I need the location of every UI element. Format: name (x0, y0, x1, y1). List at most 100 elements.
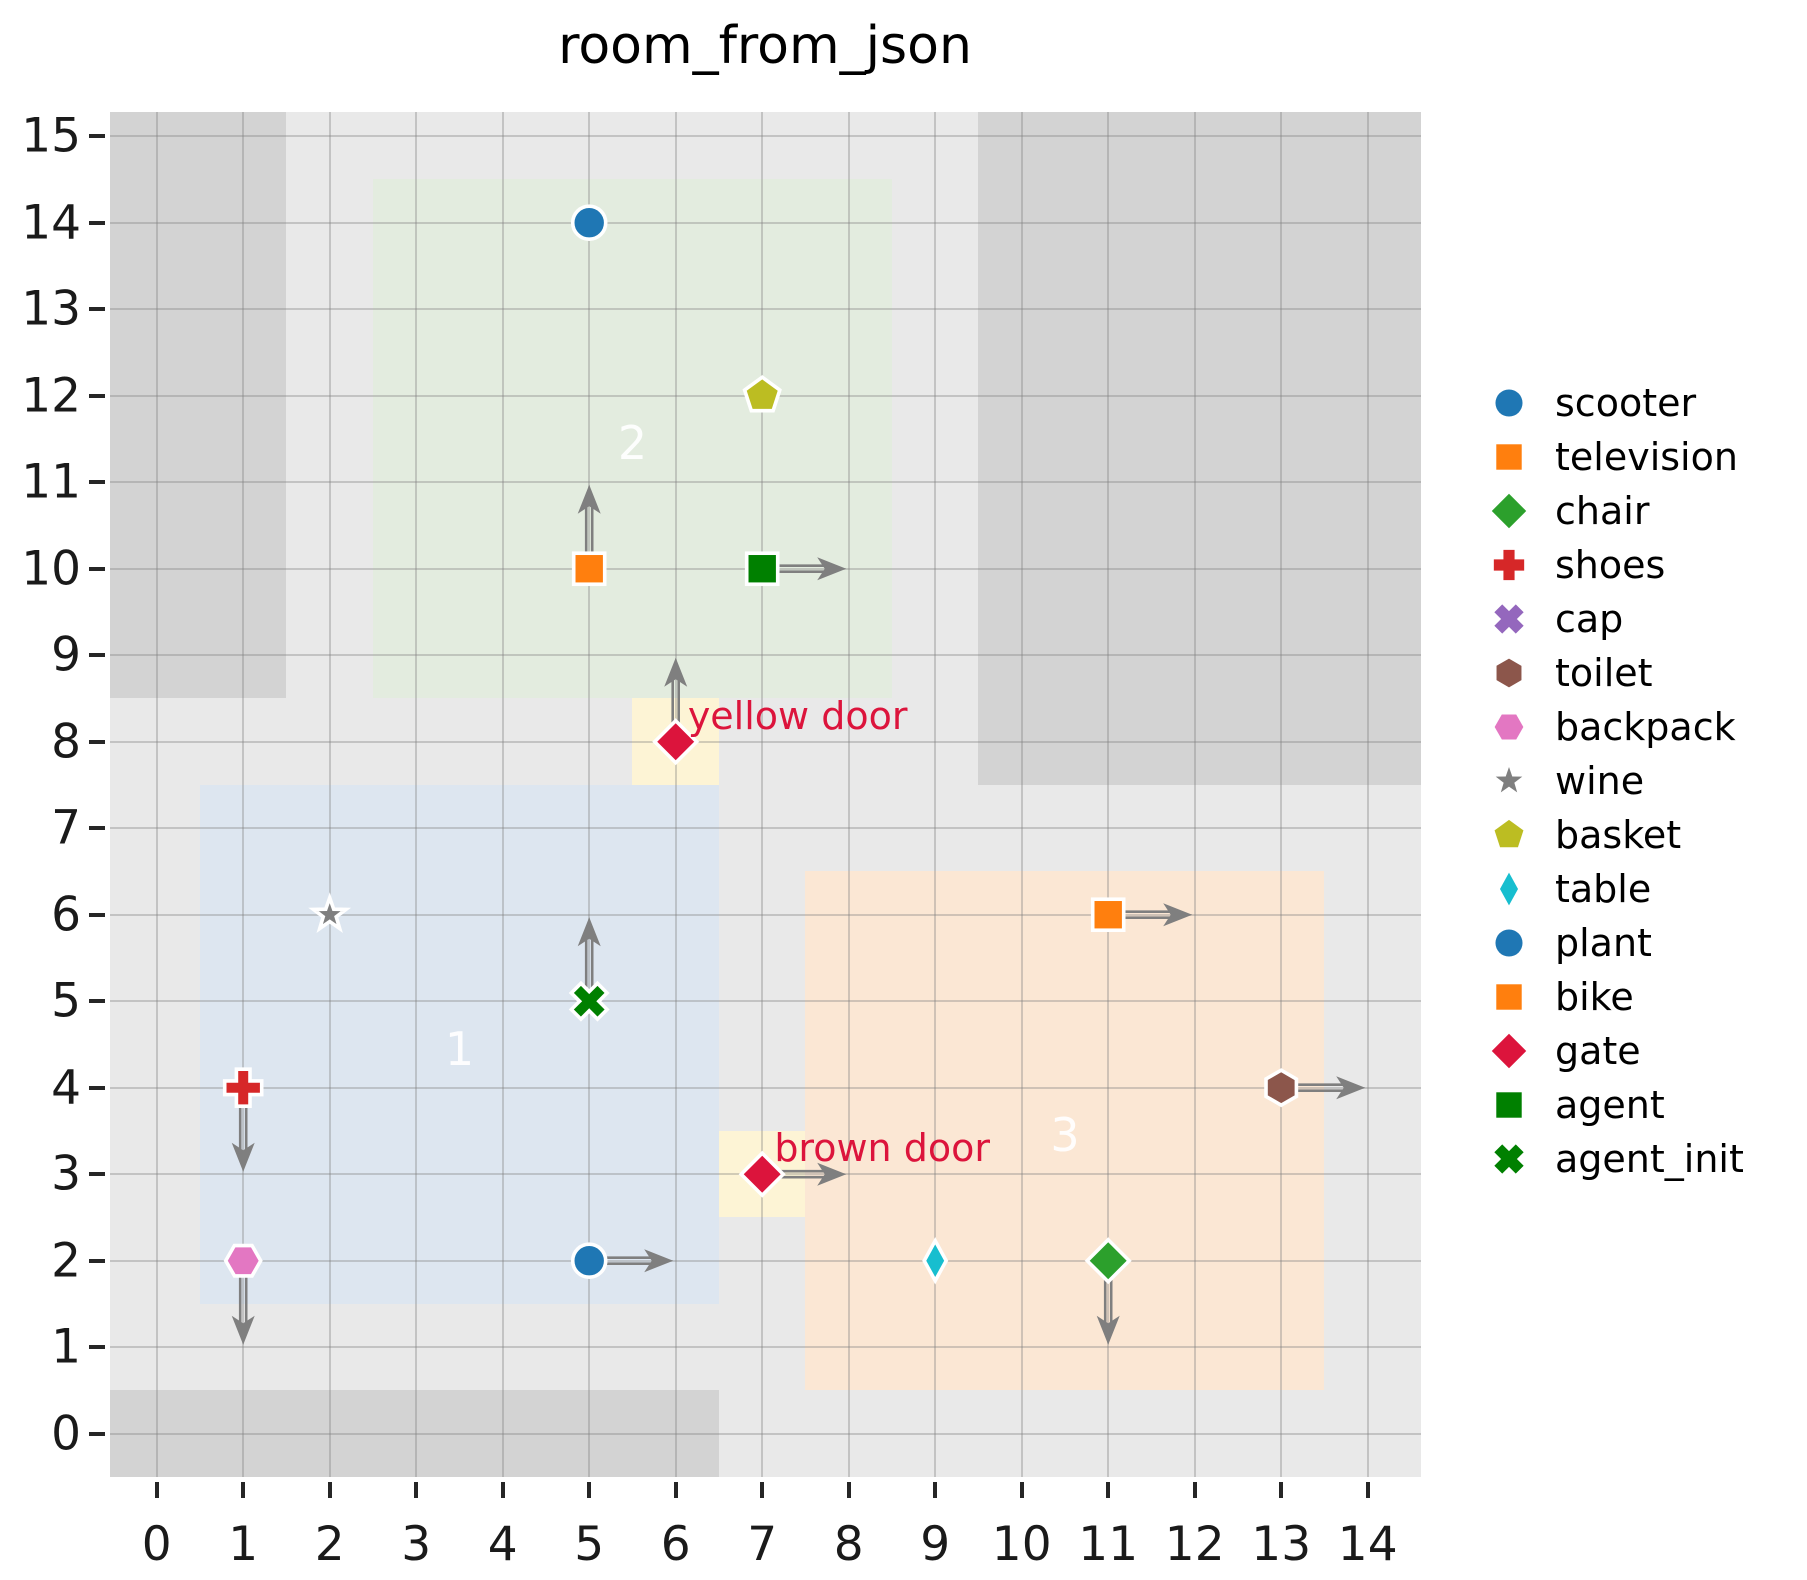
x-tick-label: 10 (991, 1516, 1052, 1572)
legend-backpack-icon (1494, 714, 1524, 740)
plot-area: 1 2 3 yellow door brown door (110, 112, 1422, 1477)
x-tick-label: 11 (1078, 1516, 1139, 1572)
y-tick (89, 480, 105, 485)
y-tick (89, 1085, 105, 1090)
legend-item-label: wine (1555, 759, 1645, 803)
legend-toilet-icon (1496, 658, 1522, 688)
legend-item-label: gate (1555, 1029, 1641, 1073)
legend-basket-icon (1494, 819, 1524, 848)
legend-item-label: toilet (1555, 651, 1653, 695)
legend-gate-icon (1491, 1033, 1527, 1069)
y-tick-label: 4 (51, 1060, 81, 1116)
x-tick (500, 1481, 505, 1498)
legend-scooter-marker (1495, 389, 1523, 417)
legend-item-label: bike (1555, 975, 1634, 1019)
y-tick-label: 15 (21, 108, 81, 164)
legend-television-marker (1496, 444, 1522, 470)
y-tick-label: 5 (51, 973, 81, 1029)
grid-line-vertical (242, 112, 245, 1477)
y-tick-label: 10 (21, 541, 81, 597)
brown-door-label: brown door (774, 1126, 990, 1171)
legend-basket-marker (1494, 819, 1524, 848)
legend-item-label: basket (1555, 813, 1682, 857)
y-tick (89, 653, 105, 658)
marker-gate-yellow-door (652, 718, 700, 766)
legend-item-gate: gate (1487, 1024, 1744, 1078)
yellow-door-label: yellow door (687, 693, 908, 738)
x-tick-label: 5 (574, 1516, 605, 1572)
legend-item-label: television (1555, 435, 1738, 479)
y-tick (89, 1431, 105, 1436)
x-tick-label: 2 (314, 1516, 345, 1572)
y-tick-label: 6 (51, 887, 81, 943)
marker-chair (1084, 1237, 1132, 1285)
x-tick-label: 3 (401, 1516, 432, 1572)
legend-toilet-marker (1496, 658, 1522, 688)
grid-line-horizontal (110, 135, 1422, 138)
legend-item-label: table (1555, 867, 1652, 911)
legend-item-scooter: scooter (1487, 376, 1744, 430)
y-tick (89, 1172, 105, 1177)
legend-bike-marker (1496, 984, 1522, 1010)
marker-table (922, 1236, 949, 1285)
legend-television-icon (1496, 444, 1522, 470)
marker-scooter (570, 204, 608, 242)
legend-scooter-icon (1495, 389, 1523, 417)
legend-item-label: agent_init (1555, 1137, 1744, 1181)
grid-line-horizontal (110, 481, 1422, 484)
grid-line-horizontal (110, 221, 1422, 224)
legend-item-label: backpack (1555, 705, 1736, 749)
legend-item-plant: plant (1487, 916, 1744, 970)
y-tick (89, 220, 105, 225)
legend-item-agent: agent (1487, 1078, 1744, 1132)
legend-gate-marker (1491, 1033, 1527, 1069)
grid-line-horizontal (110, 308, 1422, 311)
grid-line-vertical (1020, 112, 1023, 1477)
grid-line-vertical (155, 112, 158, 1477)
legend: scooter television chair shoes cap toilet back… (1487, 376, 1744, 1186)
legend-bike-icon (1496, 984, 1522, 1010)
y-tick (89, 134, 105, 139)
room-3-label: 3 (1050, 1108, 1080, 1163)
legend-item-cap: cap (1487, 592, 1744, 646)
legend-item-basket: basket (1487, 808, 1744, 862)
grid-line-horizontal (110, 1259, 1422, 1262)
marker-television (571, 551, 607, 587)
y-tick-label: 12 (21, 368, 81, 424)
grid-line-vertical (847, 112, 850, 1477)
marker-layer (222, 204, 1366, 1345)
x-tick (1106, 1481, 1111, 1498)
grid-line-horizontal (110, 740, 1422, 743)
marker-bike (1090, 897, 1126, 933)
agent-arrow (774, 557, 847, 581)
x-tick-label: 9 (920, 1516, 951, 1572)
x-tick (327, 1481, 332, 1498)
legend-agent-icon (1496, 1092, 1522, 1118)
grid-line-vertical (1193, 112, 1196, 1477)
x-tick-label: 0 (141, 1516, 172, 1572)
y-tick-label: 11 (21, 454, 81, 510)
legend-item-wine: wine (1487, 754, 1744, 808)
x-tick (933, 1481, 938, 1498)
grid-line-horizontal (110, 1346, 1422, 1349)
legend-item-label: chair (1555, 489, 1650, 533)
y-tick (89, 739, 105, 744)
legend-chair-marker (1491, 493, 1527, 529)
grid-line-vertical (1280, 112, 1283, 1477)
chart-title: room_from_json (558, 16, 972, 76)
y-tick (89, 1258, 105, 1263)
x-tick (760, 1481, 765, 1498)
legend-agent-marker (1496, 1092, 1522, 1118)
grid-line-vertical (328, 112, 331, 1477)
room-3-region (805, 871, 1325, 1391)
x-tick-label: 12 (1164, 1516, 1225, 1572)
grid-line-horizontal (110, 827, 1422, 830)
y-tick (89, 307, 105, 312)
grid-line-horizontal (110, 654, 1422, 657)
y-tick-label: 8 (51, 714, 81, 770)
legend-table-marker (1499, 872, 1519, 906)
legend-chair-icon (1491, 493, 1527, 529)
legend-item-label: shoes (1555, 543, 1666, 587)
x-tick (1365, 1481, 1370, 1498)
